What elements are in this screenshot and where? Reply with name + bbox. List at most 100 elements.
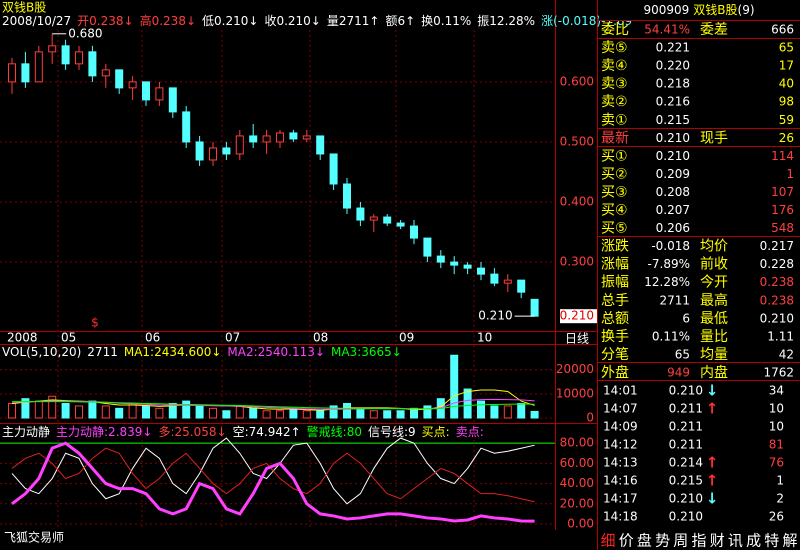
candle-body <box>356 207 365 221</box>
header-item: 信号线:9 <box>368 425 416 439</box>
volume-bar <box>8 403 16 419</box>
candle-body <box>155 87 164 101</box>
panel-cell: 卖⑤ <box>601 40 628 56</box>
high-label: 0.680 <box>68 26 102 40</box>
line <box>11 441 535 523</box>
candle-body <box>249 135 258 143</box>
volume-bar <box>249 407 258 419</box>
tab[interactable]: 特 <box>764 532 779 550</box>
panel-cell: 量比 <box>700 329 728 345</box>
tick-volume: 1 <box>776 474 784 488</box>
volume-bar <box>168 403 177 419</box>
panel-cell: 2711 <box>659 293 690 307</box>
volume-bar <box>450 354 459 419</box>
volume-bar <box>34 400 43 419</box>
tab[interactable]: 盘 <box>637 532 652 550</box>
volume-bar <box>517 403 526 419</box>
y-tick-label: 0.500 <box>560 134 594 148</box>
candle-body <box>316 135 325 155</box>
header-item: MA3:3665↓ <box>331 345 402 359</box>
tick-price: 0.214 <box>669 456 703 470</box>
panel-cell: 54.41% <box>644 23 690 37</box>
y-tick-label: 20000 <box>556 362 594 376</box>
panel-cell: 0.206 <box>656 221 690 235</box>
header-item: 主力动静:2.839↓ <box>56 425 152 439</box>
header-item: 高0.238↓ <box>140 13 196 28</box>
panel-cell: 前收 <box>700 256 728 273</box>
tab[interactable]: 细 <box>600 532 615 550</box>
candle-body <box>423 237 432 257</box>
header-line: VOL(5,10,20) 2711 MA1:2434.600↓ MA2:2540.11… <box>2 345 402 359</box>
volume-bar <box>61 403 70 419</box>
candle-body <box>490 273 499 284</box>
candle-body <box>369 216 378 221</box>
panel-cell: 最低 <box>700 311 728 327</box>
y-tick-label: 80.00 <box>560 436 594 450</box>
candle-body <box>235 135 244 155</box>
period-label: 日线 <box>565 332 589 346</box>
volume-bar <box>101 405 110 419</box>
panel-cell: 65 <box>675 347 690 361</box>
volume-bar <box>209 407 217 419</box>
candle-body <box>477 267 485 275</box>
tick-volume: 34 <box>769 384 784 398</box>
panel-cell: 666 <box>771 23 794 37</box>
tick-volume: 26 <box>769 510 784 524</box>
tick-volume: 10 <box>769 402 784 416</box>
stock-count: (9) <box>738 3 755 17</box>
panel-cell: -0.018 <box>651 239 690 253</box>
panel-cell: 0.11% <box>652 329 690 343</box>
candle-body <box>383 216 392 224</box>
tab[interactable]: 财 <box>710 532 725 550</box>
candle-body <box>88 51 97 77</box>
volume-bar <box>155 407 164 419</box>
tab[interactable]: 讯 <box>728 532 743 550</box>
volume-bar <box>222 410 231 419</box>
panel-cell: 买① <box>601 148 628 164</box>
candle-body <box>182 111 191 143</box>
y-tick-label: 0 <box>586 411 594 425</box>
panel-cell: 1.11 <box>767 329 794 343</box>
tick-price: 0.210 <box>669 510 703 524</box>
y-tick-label: 0.600 <box>560 74 594 88</box>
window-title: 双钱B股 <box>2 0 46 15</box>
panel-cell: 176 <box>771 203 794 217</box>
panel-cell: 均量 <box>700 347 728 363</box>
panel-cell: 1 <box>786 167 794 181</box>
panel-cell: 委差 <box>700 22 728 38</box>
volume-bar <box>182 400 191 419</box>
header-item: 收0.210↓ <box>264 14 320 28</box>
line <box>11 447 535 503</box>
panel-cell: 均价 <box>700 239 728 255</box>
panel-cell: 548 <box>771 221 794 235</box>
volume-bar <box>477 400 485 419</box>
panel-cell: 0.238 <box>760 293 794 307</box>
header-item: 空:74.942↑ <box>233 425 301 439</box>
candle-body <box>302 135 311 140</box>
volume-bar <box>128 403 137 419</box>
volume-bar <box>503 405 512 419</box>
volume-bar <box>383 410 392 419</box>
header-line: 2008/10/27 开0.238↓ 高0.238↓ 低0.210↓ 收0.210↓ 量2… <box>2 13 632 28</box>
tab[interactable]: 解 <box>782 532 797 550</box>
y-tick-label: 40.00 <box>560 476 594 490</box>
panel-cell: 外盘 <box>601 364 629 381</box>
panel-cell: 12.28% <box>644 275 690 289</box>
panel-cell: 98 <box>779 95 794 109</box>
tab[interactable]: 势 <box>655 532 670 550</box>
stock-name: 双钱B股 <box>693 2 737 17</box>
tab[interactable]: 周 <box>673 532 688 550</box>
app-name: 飞狐交易师 <box>4 530 64 545</box>
tick-price: 0.211 <box>669 420 703 434</box>
volume-bar <box>235 405 244 419</box>
tab[interactable]: 成 <box>746 532 761 550</box>
candle-body <box>115 69 124 89</box>
panel-cell: 分笔 <box>601 347 629 363</box>
candle-body <box>142 81 150 101</box>
tab[interactable]: 指 <box>691 532 706 550</box>
header-item: 多:25.058↓ <box>158 425 226 439</box>
tab[interactable]: 价 <box>619 532 634 550</box>
candle-body <box>503 279 512 284</box>
volume-bar <box>48 395 57 419</box>
